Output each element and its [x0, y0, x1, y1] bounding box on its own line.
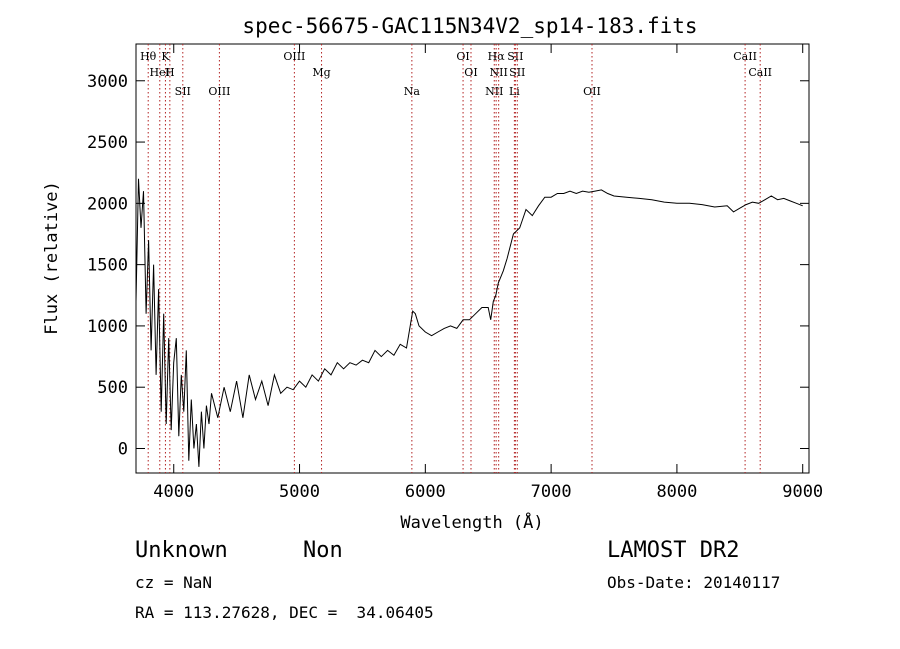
survey-name: LAMOST DR2: [607, 538, 740, 563]
y-axis-label: Flux (relative): [42, 181, 62, 335]
y-tick-label: 3000: [87, 72, 128, 92]
x-tick-label: 6000: [405, 482, 446, 502]
line-marker-label: HeI: [150, 66, 170, 79]
plot-frame: [135, 43, 810, 474]
line-marker-label: NII: [485, 85, 503, 98]
y-tick-label: 1000: [87, 317, 128, 337]
y-tick-label: 1500: [87, 256, 128, 276]
line-marker-label: CaII: [748, 66, 772, 79]
line-marker-label: OI: [456, 50, 469, 63]
line-marker-label: OII: [583, 85, 601, 98]
y-tick-label: 500: [97, 378, 128, 398]
x-axis-label: Wavelength (Å): [400, 511, 543, 533]
object-class: Unknown: [135, 538, 228, 563]
line-marker-label: OIII: [283, 50, 305, 63]
object-subclass: Non: [303, 538, 343, 563]
y-tick-label: 2500: [87, 133, 128, 153]
axes-ticks: 4000 5000 6000 7000 8000 9000 0 500 1000 1500 2000…: [87, 44, 823, 502]
x-tick-label: 7000: [531, 482, 572, 502]
line-marker-label: K: [161, 50, 170, 63]
line-marker-label: SII: [507, 50, 523, 63]
coordinates-text: RA = 113.27628, DEC = 34.06405: [135, 603, 434, 622]
line-marker-label: Hθ: [140, 50, 157, 63]
x-tick-label: 5000: [279, 482, 320, 502]
line-marker-label: SII: [175, 85, 191, 98]
x-tick-label: 9000: [782, 482, 823, 502]
x-tick-label: 4000: [153, 482, 194, 502]
y-tick-label: 0: [118, 439, 128, 459]
line-marker-label: CaII: [733, 50, 757, 63]
line-marker-label: H: [165, 66, 175, 79]
line-marker-label: NII: [490, 66, 508, 79]
line-marker-label: Li: [509, 85, 520, 98]
spectrum-line: [135, 178, 803, 467]
line-markers: HθHeISIIKHOIIIOIIIMgNaOIOINIIHαNIILiSIIS…: [140, 44, 772, 473]
redshift-text: cz = NaN: [135, 573, 213, 592]
chart-title: spec-56675-GAC115N34V2_sp14-183.fits: [242, 14, 697, 38]
line-marker-label: OI: [464, 66, 477, 79]
y-tick-label: 2000: [87, 194, 128, 214]
obs-date: Obs-Date: 20140117: [607, 573, 781, 592]
line-marker-label: Na: [404, 85, 421, 98]
line-marker-label: SII: [509, 66, 525, 79]
line-marker-label: Hα: [488, 50, 506, 63]
line-marker-label: OIII: [208, 85, 230, 98]
line-marker-label: Mg: [312, 66, 330, 79]
x-tick-label: 8000: [656, 482, 697, 502]
